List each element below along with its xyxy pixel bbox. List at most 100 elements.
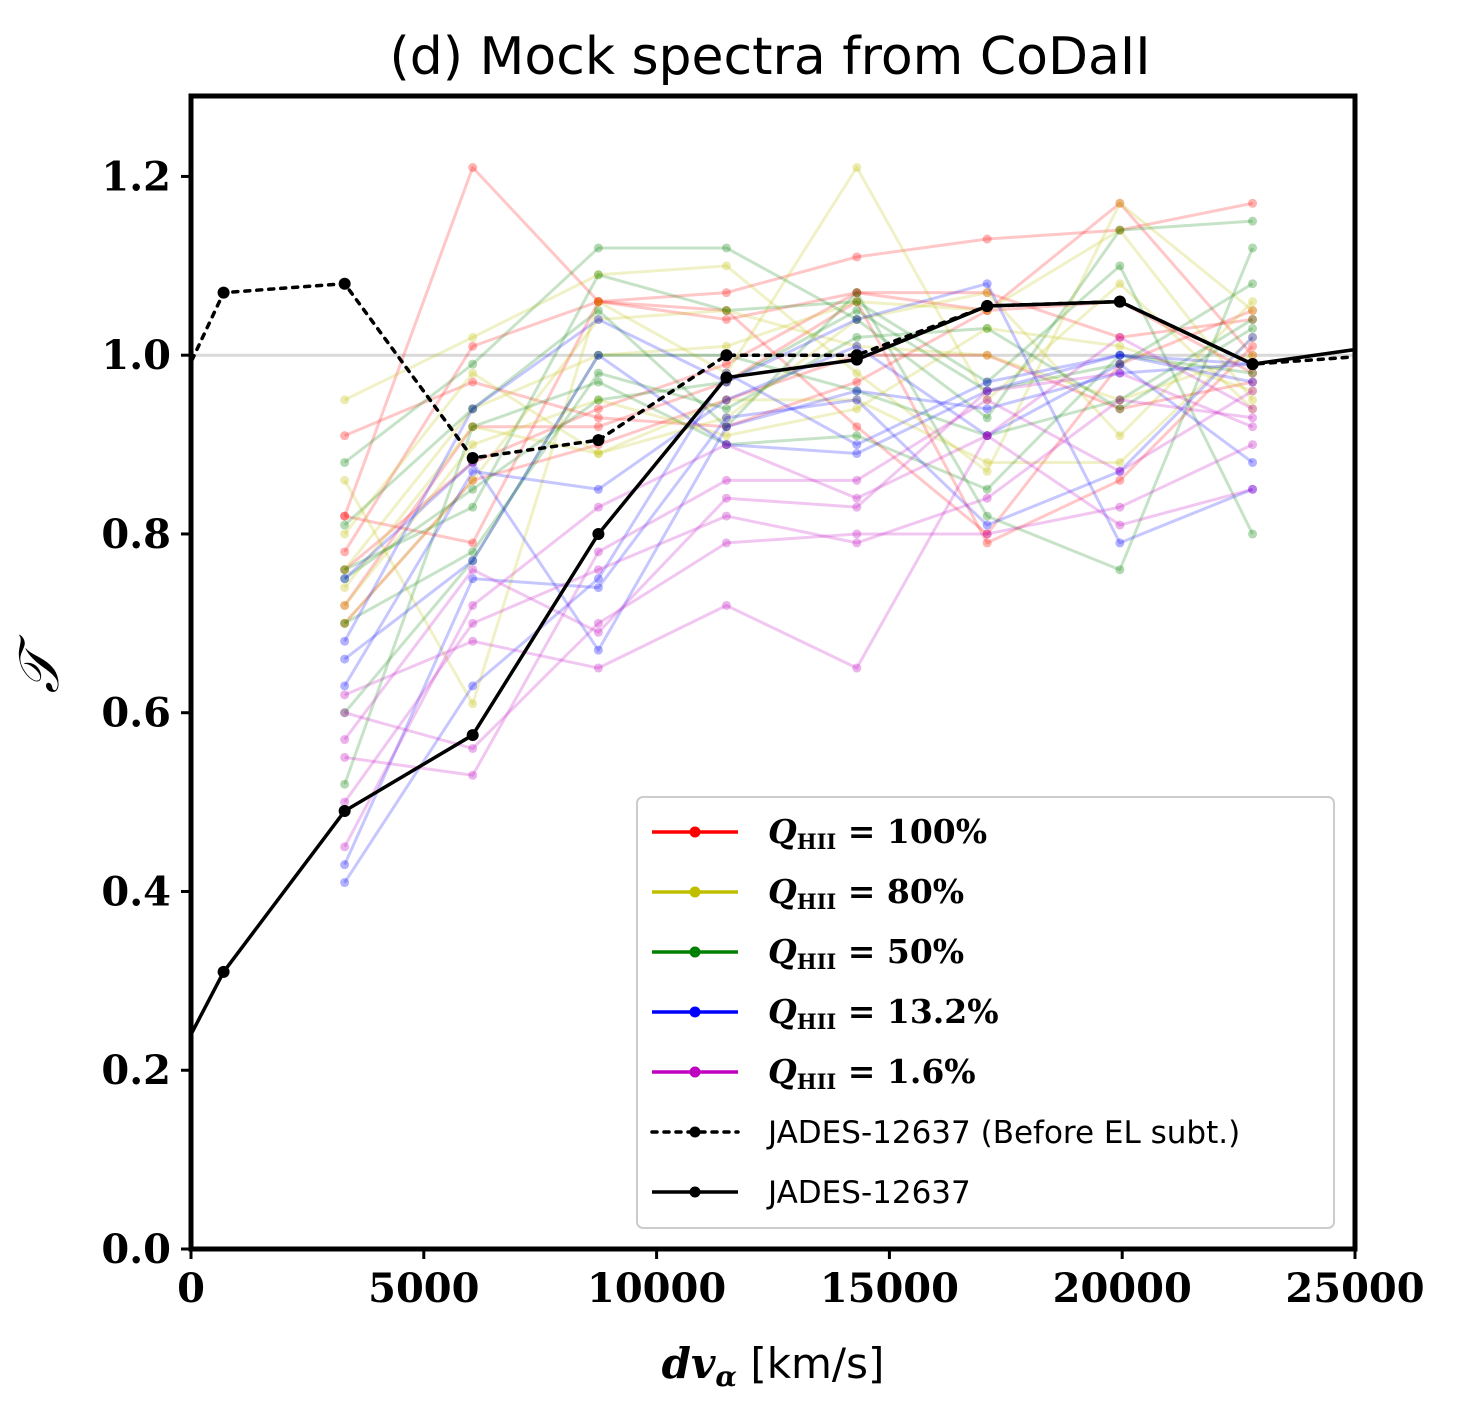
mock-series-point — [468, 681, 478, 691]
mock-series-point — [1115, 431, 1125, 441]
mock-series-point — [982, 404, 992, 414]
mock-series-line — [343, 264, 1254, 572]
mock-series-point — [468, 502, 478, 512]
legend-label-sub: HII — [797, 1069, 837, 1094]
mock-series-point — [340, 520, 350, 530]
mock-series-point — [982, 431, 992, 441]
mock-series-point — [1248, 529, 1258, 539]
mock-series-point — [468, 565, 478, 575]
mock-series-point — [468, 574, 478, 584]
mock-series-point — [1115, 395, 1125, 405]
mock-series-point — [852, 341, 862, 351]
mock-series-point — [468, 475, 478, 485]
mock-series-point — [982, 234, 992, 244]
observed-series-point — [466, 729, 479, 742]
mock-series-point — [721, 538, 731, 548]
mock-series-point — [340, 475, 350, 485]
x-tick-label: 20000 — [1053, 1265, 1192, 1312]
legend-entry: QHII = 80% — [652, 872, 964, 914]
mock-series-line — [343, 219, 1253, 464]
mock-series-point — [340, 797, 350, 807]
mock-series-point — [721, 306, 731, 316]
mock-series-point — [593, 297, 603, 307]
mock-series-point — [1115, 395, 1125, 405]
mock-series-point — [593, 368, 603, 378]
mock-series-point — [1248, 314, 1258, 324]
legend-entry: QHII = 1.6% — [652, 1052, 976, 1094]
mock-series-point — [1248, 314, 1258, 324]
legend-label-suffix: = 13.2% — [836, 992, 998, 1031]
mock-series-point — [1248, 243, 1258, 253]
observed-series-point — [1246, 358, 1259, 371]
mock-series-point — [340, 618, 350, 628]
mock-series-point — [1248, 216, 1258, 226]
mock-series-point — [593, 502, 603, 512]
mock-series-point — [852, 529, 862, 539]
mock-series-point — [468, 770, 478, 780]
observed-series-point — [176, 376, 188, 388]
observed-series-point — [217, 965, 230, 978]
mock-series-point — [593, 663, 603, 673]
mock-series-line — [344, 443, 1254, 750]
mock-series-point — [1115, 261, 1125, 271]
mock-series-point — [982, 350, 992, 360]
legend-box — [636, 796, 1335, 1229]
legend-label-suffix: = 100% — [836, 812, 987, 851]
mock-series-point — [340, 752, 350, 762]
mock-series-point — [852, 314, 862, 324]
mock-series-point — [593, 243, 603, 253]
legend-label-prefix: Q — [768, 872, 797, 911]
mock-series-point — [852, 297, 862, 307]
mock-series-line — [343, 336, 1254, 866]
legend-label: QHII = 100% — [768, 812, 987, 854]
mock-series-line — [343, 362, 1253, 652]
mock-series-point — [1115, 538, 1125, 548]
mock-series-point — [340, 654, 350, 664]
mock-series-line — [343, 326, 1254, 625]
mock-series-point — [982, 413, 992, 423]
mock-series-point — [468, 475, 478, 485]
mock-series-point — [721, 413, 731, 423]
mock-series-point — [468, 556, 478, 566]
mock-series-point — [1115, 466, 1125, 476]
mock-series-line — [343, 353, 1253, 625]
mock-series-point — [340, 565, 350, 575]
observed-series-point — [338, 277, 351, 290]
observed-series-point — [981, 300, 994, 313]
mock-series-point — [852, 395, 862, 405]
observed-series-point — [720, 371, 733, 384]
legend-entry: QHII = 100% — [652, 812, 987, 854]
mock-series-point — [1248, 395, 1258, 405]
mock-series-point — [721, 395, 731, 405]
mock-series-point — [1248, 332, 1258, 342]
mock-series-point — [593, 350, 603, 360]
mock-series-point — [468, 743, 478, 753]
mock-series-point — [721, 440, 731, 450]
mock-series-point — [593, 297, 603, 307]
mock-series-point — [468, 600, 478, 610]
mock-series-point — [852, 341, 862, 351]
mock-series-group — [340, 279, 1258, 888]
mock-series-point — [593, 449, 603, 459]
mock-series-point — [1115, 457, 1125, 467]
mock-series-point — [340, 529, 350, 539]
legend-entry: QHII = 13.2% — [652, 992, 999, 1034]
mock-series-point — [340, 779, 350, 789]
mock-series-point — [721, 404, 731, 414]
legend-label: JADES-12637 (Before EL subt.) — [766, 1115, 1240, 1151]
mock-series-point — [982, 288, 992, 298]
mock-series-point — [593, 270, 603, 280]
mock-series-point — [721, 440, 731, 450]
mock-series-point — [468, 440, 478, 450]
legend-swatch-marker — [689, 946, 701, 958]
observed-series-point — [1113, 295, 1126, 308]
mock-series-point — [340, 618, 350, 628]
mock-series-point — [1248, 457, 1258, 467]
mock-series-point — [852, 538, 862, 548]
mock-series-point — [1115, 466, 1125, 476]
mock-series-point — [593, 314, 603, 324]
mock-series-point — [982, 493, 992, 503]
mock-series-point — [468, 699, 478, 709]
mock-series-line — [343, 291, 1253, 553]
mock-series-point — [1115, 368, 1125, 378]
